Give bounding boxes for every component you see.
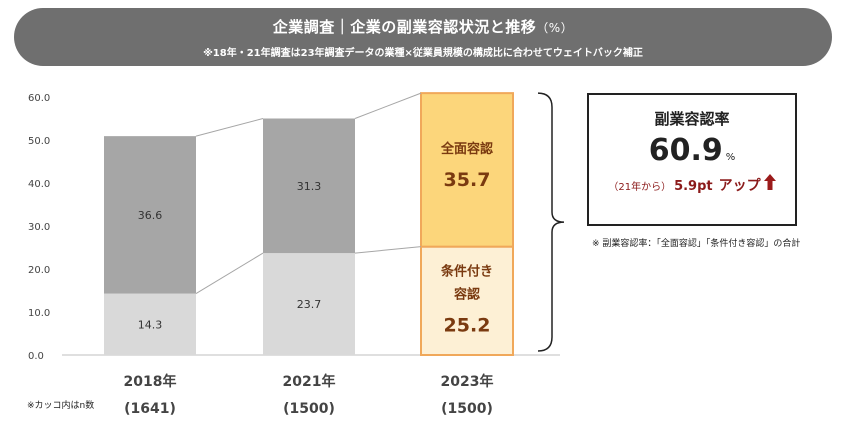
segment-name-label: 容認	[453, 287, 480, 303]
callout-delta-text: アップ	[718, 178, 761, 194]
y-tick-label: 20.0	[28, 265, 50, 276]
category-sublabel: (1500)	[441, 401, 493, 417]
callout-value-row: 60.9%	[589, 133, 795, 168]
connector-line	[195, 252, 264, 294]
bar-segment-条件付き容認	[420, 245, 514, 356]
chart-title: 企業調査｜企業の副業容認状況と推移（%）	[272, 18, 574, 36]
connector-line	[354, 92, 422, 119]
connector-line	[195, 118, 264, 137]
category-sublabel: (1641)	[124, 401, 176, 417]
adoption-rate-callout: 副業容認率 60.9% （21年から） 5.9pt アップ	[587, 93, 797, 226]
brace-bracket	[537, 92, 565, 352]
bar-segment-全面容認	[263, 118, 355, 254]
data-label: 35.7	[444, 169, 491, 191]
category-label: 2021年	[283, 373, 336, 390]
data-label: 31.3	[297, 180, 322, 193]
chart-subtitle: ※18年・21年調査は23年調査データの業種×従業員規模の構成比に合わせてウェイ…	[203, 48, 643, 59]
y-tick-label: 60.0	[28, 93, 50, 104]
definition-footnote: ※ 副業容認率：「全面容認」「条件付き容認」の合計	[592, 239, 801, 249]
segment-name-label: 条件付き	[441, 264, 493, 280]
category-label: 2023年	[441, 373, 494, 390]
y-tick-label: 40.0	[28, 179, 50, 190]
bar-segment-条件付き容認	[104, 293, 196, 355]
callout-delta-value: 5.9pt	[674, 179, 713, 194]
connector-line	[354, 246, 422, 254]
callout-unit: %	[725, 152, 736, 163]
y-tick-label: 30.0	[28, 222, 50, 233]
unit-label: （%）	[536, 21, 574, 35]
bar-segment-条件付き容認	[263, 253, 355, 355]
data-label: 23.7	[297, 298, 322, 311]
data-label: 14.3	[138, 318, 163, 331]
segment-name-label: 全面容認	[440, 141, 493, 157]
callout-heading: 副業容認率	[654, 110, 730, 128]
bar-segment-全面容認	[104, 136, 196, 294]
callout-delta-prefix: （21年から）	[608, 182, 672, 193]
data-label: 25.2	[444, 315, 491, 337]
title-banner: 企業調査｜企業の副業容認状況と推移（%） ※18年・21年調査は23年調査データ…	[14, 8, 832, 66]
callout-value: 60.9	[648, 133, 723, 168]
category-sublabel: (1500)	[283, 401, 335, 417]
y-tick-label: 50.0	[28, 136, 50, 147]
callout-delta-row: （21年から） 5.9pt アップ	[589, 174, 795, 195]
y-tick-label: 10.0	[28, 308, 50, 319]
data-label: 36.6	[138, 209, 163, 222]
y-tick-label: 0.0	[28, 351, 44, 362]
sample-size-footnote: ※カッコ内はn数	[27, 401, 95, 411]
category-label: 2018年	[124, 373, 177, 390]
bar-segment-全面容認	[420, 92, 514, 248]
up-arrow-icon	[763, 174, 776, 194]
